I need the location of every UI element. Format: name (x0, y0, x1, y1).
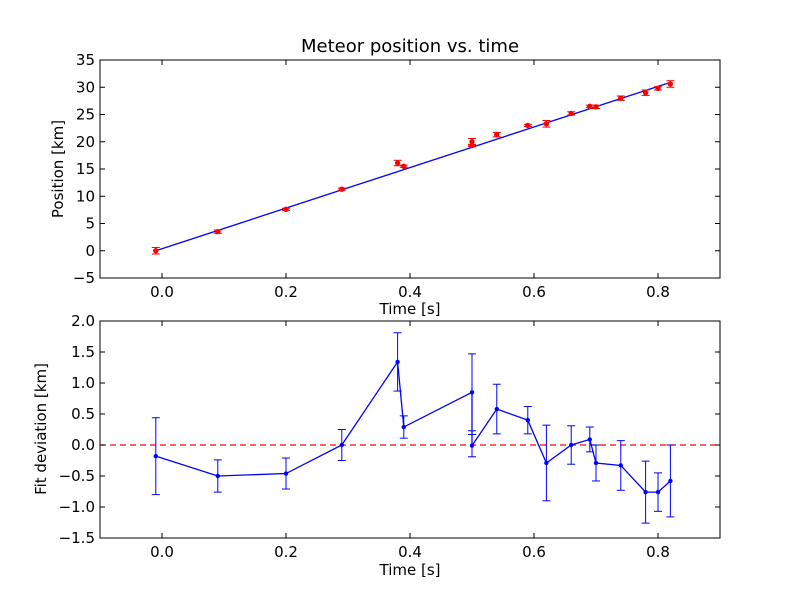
position-chart-title: Meteor position vs. time (301, 36, 519, 57)
position-ytick-label: 20 (76, 133, 95, 151)
deviation-data-point (618, 463, 623, 468)
deviation-ytick-label: 0.0 (71, 436, 95, 454)
deviation-data-point (668, 478, 673, 484)
deviation-plot-area (99, 320, 721, 539)
deviation-chart: 0.0 0.2 0.4 0.6 0.8 −1.5 −1.0 −0.5 0.0 0.5 1.0 1.5 2… (32, 312, 721, 579)
deviation-xtick-label: 0.6 (522, 543, 546, 561)
deviation-ytick-label: 1.5 (71, 343, 95, 361)
deviation-xtick-label: 0.4 (398, 543, 422, 561)
position-data-point (618, 95, 624, 101)
deviation-ytick-label: 1.0 (71, 374, 95, 392)
position-data-point (494, 131, 500, 138)
deviation-data-point (544, 460, 549, 466)
deviation-data-point (401, 424, 406, 430)
position-ytick-label: 15 (76, 160, 95, 178)
position-xtick-label: 0.6 (522, 283, 546, 301)
deviation-series-line (155, 360, 671, 493)
position-data-point (593, 104, 599, 110)
deviation-data-point (339, 442, 344, 448)
position-data-point (469, 142, 475, 149)
deviation-data-point (569, 442, 574, 448)
deviation-ytick-label: −0.5 (59, 467, 95, 485)
position-ytick-label: 10 (76, 187, 95, 205)
position-data-point (655, 85, 661, 92)
position-chart-ticks: 0.0 0.2 0.4 0.6 0.8 −5 0 5 10 15 20 25 30 35 (73, 51, 720, 301)
position-data-point (394, 160, 401, 166)
deviation-data-point (593, 460, 599, 466)
deviation-data-point (469, 390, 475, 395)
position-data-point (642, 90, 649, 96)
deviation-xtick-label: 0.2 (274, 543, 298, 561)
deviation-data-point (215, 473, 220, 479)
position-ytick-label: 35 (76, 51, 95, 69)
position-data-point (339, 186, 345, 192)
deviation-data-point (283, 471, 289, 476)
deviation-chart-ticks: 0.0 0.2 0.4 0.6 0.8 −1.5 −1.0 −0.5 0.0 0.5 1.0 1.5 2… (59, 312, 720, 561)
position-ytick-label: 30 (76, 78, 95, 96)
fit-line (155, 81, 671, 252)
deviation-chart-ylabel: Fit deviation [km] (32, 363, 50, 495)
deviation-ytick-label: −1.5 (59, 529, 95, 547)
position-data-point (153, 248, 159, 254)
position-ytick-label: 0 (85, 242, 95, 260)
position-plot-area (99, 59, 721, 279)
position-xtick-label: 0.4 (398, 283, 422, 301)
position-data-point (667, 81, 674, 87)
deviation-data-point (469, 443, 475, 448)
position-data-point (283, 206, 289, 213)
deviation-data-point (395, 359, 400, 365)
position-xtick-label: 0.2 (274, 283, 298, 301)
position-data-point (215, 228, 221, 235)
position-data-point (401, 163, 407, 169)
position-chart-xlabel: Time [s] (379, 300, 441, 318)
deviation-xtick-label: 0.8 (646, 543, 670, 561)
deviation-data-point (655, 489, 661, 495)
deviation-chart-xlabel: Time [s] (379, 561, 441, 579)
position-chart: 0.0 0.2 0.4 0.6 0.8 −5 0 5 10 15 20 25 30 35 Meteor p… (49, 36, 721, 318)
position-xtick-label: 0.0 (150, 283, 174, 301)
position-ytick-label: −5 (73, 269, 95, 287)
position-data-point (568, 110, 574, 117)
deviation-data-point (643, 489, 648, 495)
position-ytick-label: 5 (85, 215, 95, 233)
position-chart-ylabel: Position [km] (49, 120, 67, 218)
deviation-chart-marks (100, 332, 720, 524)
deviation-ytick-label: 0.5 (71, 405, 95, 423)
position-ytick-label: 25 (76, 106, 95, 124)
deviation-data-point (587, 437, 592, 442)
position-data-point (525, 122, 531, 129)
position-data-point (587, 103, 593, 110)
deviation-ytick-label: −1.0 (59, 498, 95, 516)
deviation-ytick-label: 2.0 (71, 312, 95, 330)
position-chart-marks (151, 80, 675, 255)
position-data-point (543, 121, 550, 127)
deviation-data-point (525, 418, 530, 423)
deviation-xtick-label: 0.0 (150, 543, 174, 561)
deviation-data-point (153, 453, 158, 459)
position-xtick-label: 0.8 (646, 283, 670, 301)
deviation-data-point (494, 406, 499, 412)
